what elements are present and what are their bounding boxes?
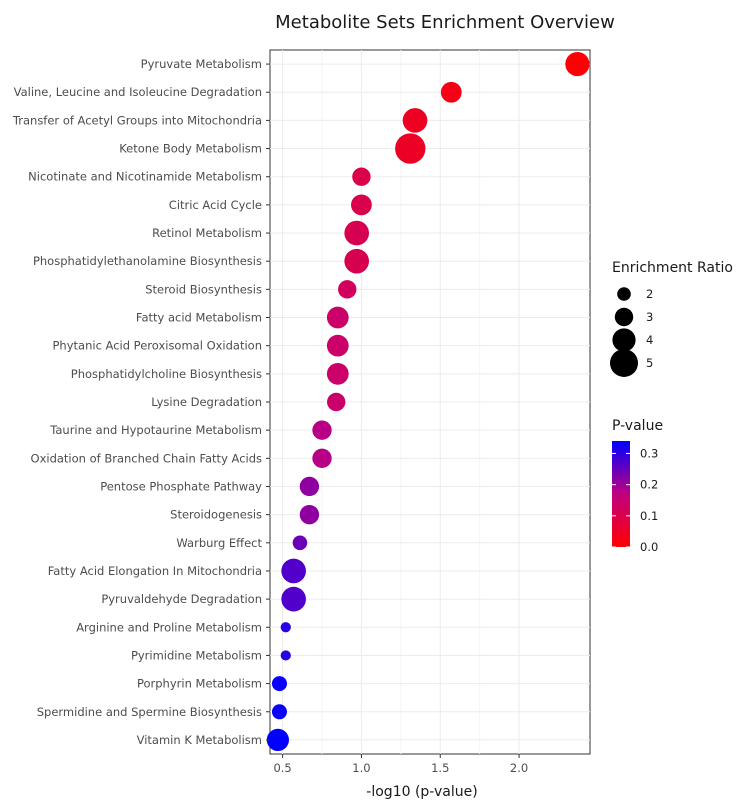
chart-title: Metabolite Sets Enrichment Overview: [275, 12, 615, 33]
data-point: [280, 650, 291, 661]
y-tick-label: Retinol Metabolism: [152, 226, 262, 240]
data-point: [271, 704, 287, 720]
y-tick-label: Transfer of Acetyl Groups into Mitochond…: [12, 113, 262, 127]
size-legend-key: [614, 307, 634, 327]
data-point: [281, 558, 306, 584]
color-legend-title: P-value: [612, 418, 663, 434]
color-legend: P-value 0.3 0.2 0.1 0.0: [612, 418, 663, 554]
color-legend-label: 0.2: [640, 478, 658, 492]
data-point: [402, 108, 428, 133]
size-legend-key: [617, 287, 631, 301]
color-legend-label: 0.0: [640, 540, 658, 554]
x-axis-ticks: 0.5 1.0 1.5 2.0: [273, 754, 528, 775]
y-tick-label: Taurine and Hypotaurine Metabolism: [49, 423, 262, 437]
data-point: [299, 476, 320, 497]
data-point: [395, 133, 426, 164]
x-tick-label: 2.0: [510, 761, 528, 775]
data-point: [344, 220, 370, 246]
size-legend-key: [610, 349, 638, 377]
color-legend-label: 0.3: [640, 446, 658, 460]
data-point: [312, 448, 332, 468]
data-point: [352, 167, 371, 186]
data-point: [326, 334, 349, 357]
y-tick-label: Arginine and Proline Metabolism: [76, 620, 262, 634]
y-tick-label: Valine, Leucine and Isoleucine Degradati…: [14, 85, 262, 99]
y-tick-label: Fatty acid Metabolism: [136, 311, 262, 325]
data-point: [440, 81, 462, 103]
y-tick-label: Pyruvaldehyde Degradation: [101, 592, 262, 606]
data-point: [292, 535, 308, 551]
data-points: [266, 52, 590, 752]
size-legend-label: 2: [646, 287, 653, 301]
y-tick-label: Steroidogenesis: [170, 508, 262, 522]
y-tick-label: Nicotinate and Nicotinamide Metabolism: [28, 170, 262, 184]
size-legend-key: [612, 328, 636, 352]
size-legend-label: 3: [646, 310, 653, 324]
size-legend-label: 4: [646, 333, 653, 347]
color-bar: [612, 441, 630, 547]
data-point: [327, 392, 346, 412]
y-tick-label: Phosphatidylethanolamine Biosynthesis: [33, 254, 262, 268]
data-point: [351, 194, 372, 216]
y-tick-label: Citric Acid Cycle: [169, 198, 262, 212]
plot-panel: [269, 49, 591, 755]
y-tick-label: Fatty Acid Elongation In Mitochondria: [48, 564, 262, 578]
data-point: [565, 52, 590, 77]
size-legend: Enrichment Ratio 2 3 4 5: [610, 260, 733, 377]
y-tick-label: Lysine Degradation: [151, 395, 262, 409]
color-legend-label: 0.1: [640, 509, 658, 523]
y-tick-label: Pyruvate Metabolism: [141, 57, 262, 71]
data-point: [266, 728, 290, 752]
data-point: [281, 586, 306, 612]
data-point: [271, 676, 287, 692]
y-tick-label: Warburg Effect: [176, 536, 262, 550]
data-point: [326, 306, 349, 329]
size-legend-title: Enrichment Ratio: [612, 260, 733, 276]
x-axis-label: -log10 (p-value): [366, 784, 477, 800]
y-tick-label: Ketone Body Metabolism: [119, 142, 262, 156]
y-tick-label: Steroid Biosynthesis: [145, 282, 262, 296]
y-tick-label: Phytanic Acid Peroxisomal Oxidation: [53, 339, 263, 353]
data-point: [299, 504, 320, 525]
y-tick-label: Spermidine and Spermine Biosynthesis: [37, 705, 262, 719]
y-tick-label: Oxidation of Branched Chain Fatty Acids: [31, 451, 262, 465]
y-tick-label: Phosphatidylcholine Biosynthesis: [71, 367, 262, 381]
data-point: [326, 362, 349, 385]
x-tick-label: 1.0: [352, 761, 370, 775]
size-legend-label: 5: [646, 356, 653, 370]
data-point: [312, 420, 332, 440]
y-tick-label: Pyrimidine Metabolism: [131, 648, 262, 662]
data-point: [280, 622, 291, 633]
y-axis-labels: Pyruvate Metabolism Valine, Leucine and I…: [12, 57, 270, 747]
data-point: [338, 280, 357, 299]
y-tick-label: Vitamin K Metabolism: [137, 733, 262, 747]
data-point: [344, 248, 370, 274]
x-tick-label: 1.5: [431, 761, 449, 775]
y-tick-label: Porphyrin Metabolism: [137, 677, 262, 691]
y-tick-label: Pentose Phosphate Pathway: [100, 479, 262, 493]
x-tick-label: 0.5: [273, 761, 291, 775]
